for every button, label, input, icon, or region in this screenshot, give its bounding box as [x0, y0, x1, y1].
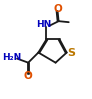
Text: O: O [53, 3, 62, 13]
Text: O: O [24, 71, 33, 81]
Text: H₂N: H₂N [2, 53, 22, 62]
Text: S: S [67, 48, 75, 58]
Text: HN: HN [36, 20, 51, 29]
